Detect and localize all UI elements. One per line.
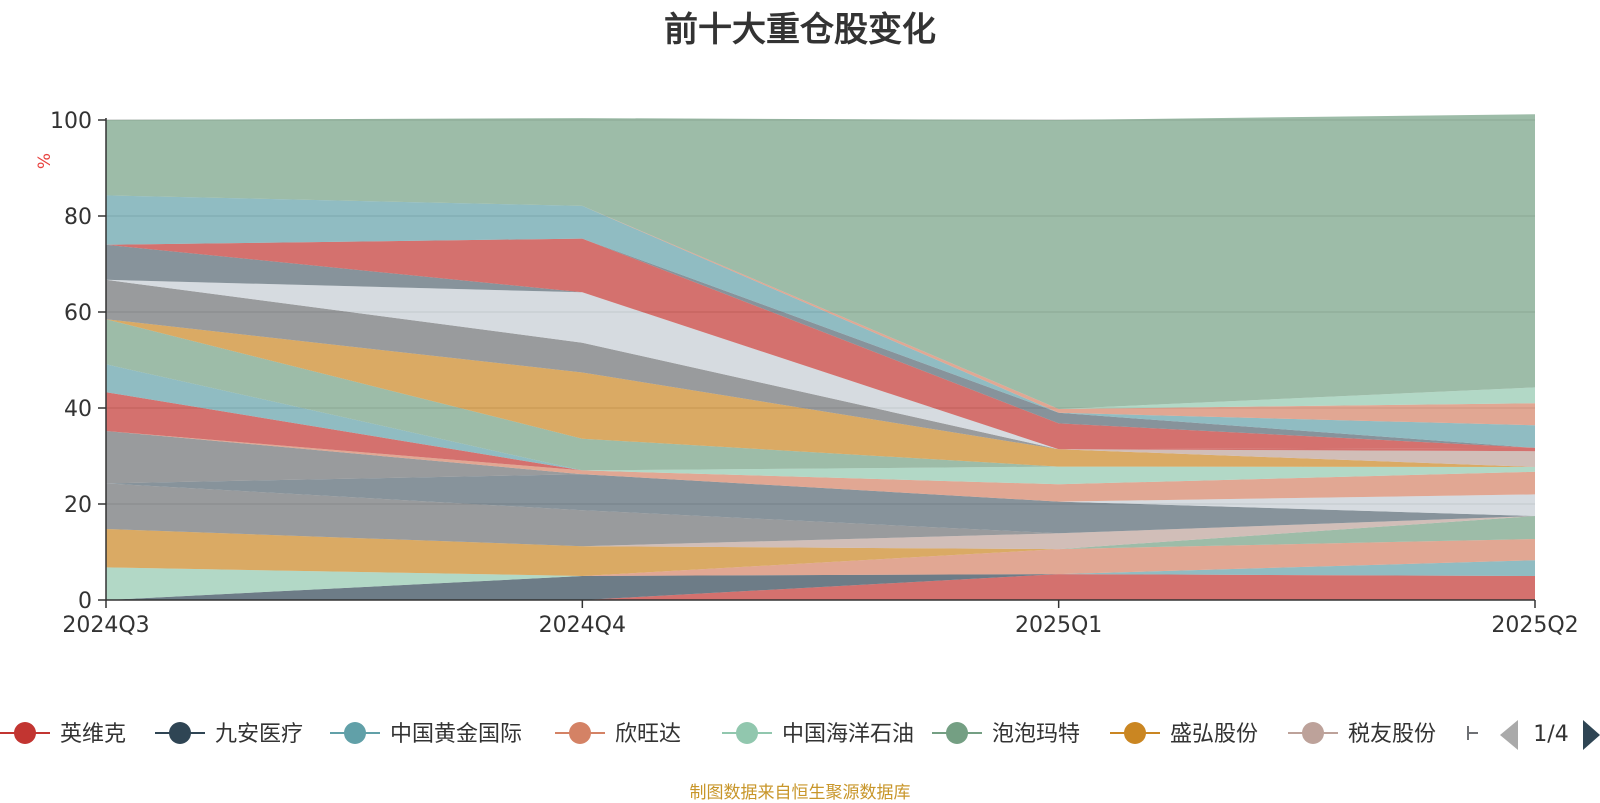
legend-item-label[interactable]: 中国黄金国际	[390, 722, 522, 747]
area-series-23	[106, 238, 1535, 450]
legend-marker[interactable]	[1124, 722, 1146, 744]
area-series-17	[106, 319, 1535, 467]
y-tick-label: 0	[78, 589, 92, 614]
legend-item-label[interactable]: 税友股份	[1348, 722, 1436, 747]
legend-item-label[interactable]: 欣旺达	[615, 722, 681, 747]
y-tick-label: 20	[64, 493, 92, 518]
legend-page-indicator: 1/4	[1533, 722, 1568, 747]
area-series-6	[106, 516, 1535, 576]
legend-next-icon[interactable]	[1583, 720, 1600, 750]
y-tick-label: 100	[50, 109, 92, 134]
legend-item-label[interactable]: 英维克	[60, 722, 126, 747]
source-note: 制图数据来自恒生聚源数据库	[689, 783, 911, 803]
area-series-14	[106, 392, 1535, 485]
chart-title: 前十大重仓股变化	[664, 10, 936, 50]
legend-marker[interactable]	[569, 722, 591, 744]
x-tick-label: 2024Q4	[539, 613, 626, 638]
legend-item-label[interactable]: 泡泡玛特	[992, 722, 1080, 747]
area-series-18	[106, 319, 1535, 467]
area-series-11	[106, 431, 1535, 502]
area-series-21	[106, 279, 1535, 450]
legend-item-label[interactable]: 盛弘股份	[1170, 722, 1258, 747]
y-tick-label: 60	[64, 301, 92, 326]
legend-marker[interactable]	[344, 722, 366, 744]
legend-marker[interactable]	[736, 722, 758, 744]
legend-marker[interactable]	[169, 722, 191, 744]
area-series-8	[106, 483, 1535, 547]
y-tick-label: 40	[64, 397, 92, 422]
area-series-3	[106, 539, 1535, 600]
area-series-12	[106, 431, 1535, 502]
x-tick-label: 2025Q2	[1491, 613, 1578, 638]
x-tick-label: 2024Q3	[62, 613, 149, 638]
area-series-16	[106, 319, 1535, 471]
legend-marker[interactable]	[14, 722, 36, 744]
y-axis-label: %	[35, 153, 55, 169]
legend-item-label[interactable]: 中国海洋石油	[782, 722, 914, 747]
area-series-7	[106, 516, 1535, 550]
area-series-25	[106, 195, 1535, 448]
area-series-9	[106, 474, 1535, 534]
legend-marker[interactable]	[946, 722, 968, 744]
area-series-0	[106, 574, 1535, 600]
legend-item-label[interactable]: 九安医疗	[215, 722, 303, 747]
x-tick-label: 2025Q1	[1015, 613, 1102, 638]
legend-marker[interactable]	[1302, 722, 1324, 744]
area-series-1	[106, 574, 1535, 600]
area-series-22	[106, 244, 1535, 450]
legend-prev-icon[interactable]	[1500, 720, 1518, 750]
y-tick-label: 80	[64, 205, 92, 230]
area-series-28	[106, 114, 1535, 409]
